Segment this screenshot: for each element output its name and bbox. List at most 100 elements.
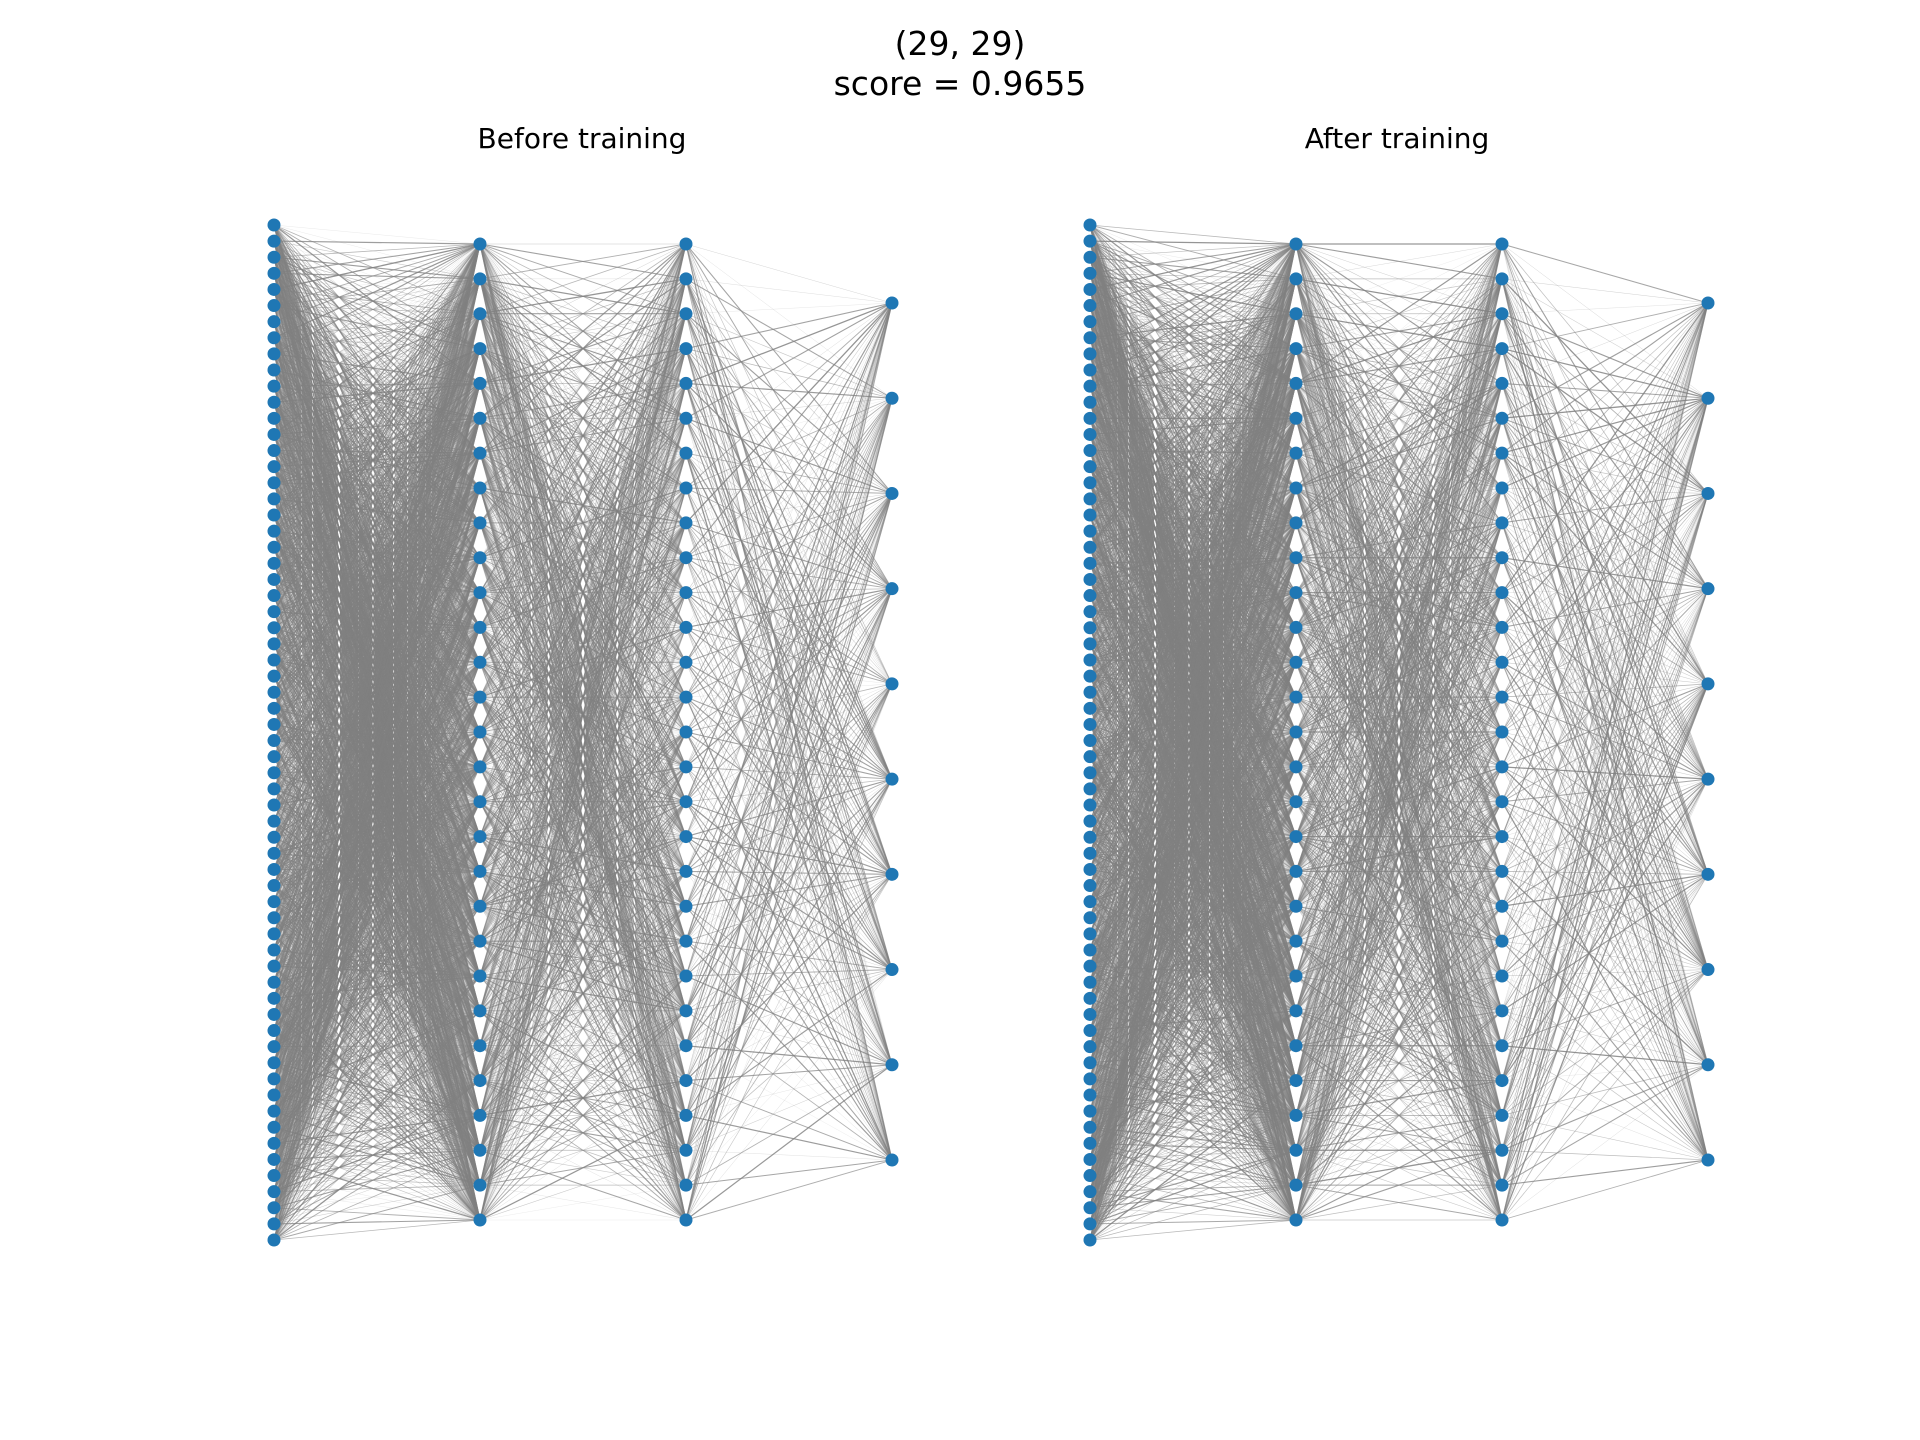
edge (1089, 243, 1297, 886)
node-layer-3 (679, 1039, 693, 1053)
node-layer-1 (267, 572, 281, 586)
edge (273, 975, 481, 1208)
edge (1089, 1115, 1297, 1241)
node-layer-1 (267, 959, 281, 973)
edge (1089, 418, 1297, 1079)
edge (685, 487, 893, 590)
edge (479, 871, 687, 1186)
edge (685, 1010, 893, 1161)
edge (685, 278, 893, 780)
edge (479, 627, 687, 1186)
edge (685, 302, 893, 1186)
edge (685, 493, 893, 524)
edge (479, 243, 687, 419)
edge (1089, 801, 1297, 1208)
edge (685, 975, 893, 1066)
edge (685, 487, 893, 1065)
edge (1089, 240, 1297, 315)
edge (273, 243, 481, 419)
edge (1089, 278, 1297, 580)
edge (1089, 1010, 1297, 1160)
edge (273, 592, 481, 1160)
edge (685, 313, 893, 970)
edge (479, 243, 687, 454)
node-layer-2 (473, 1213, 487, 1227)
edge (273, 1010, 481, 1160)
edge (685, 778, 893, 1186)
edge (479, 313, 687, 768)
edge (685, 696, 893, 1161)
edge (273, 243, 481, 741)
edge (1089, 305, 1297, 349)
edge (273, 766, 481, 1128)
edge (685, 243, 893, 1161)
edge (685, 383, 893, 685)
edge (273, 627, 481, 1241)
edge (1089, 1045, 1297, 1176)
edge (685, 348, 893, 875)
edge (685, 588, 893, 1012)
edge (685, 382, 893, 399)
edge (1089, 1045, 1297, 1241)
edge (1089, 243, 1297, 1047)
edge (1089, 243, 1297, 1208)
figure-title: (29, 29) (894, 24, 1026, 63)
edge (273, 975, 481, 1176)
edge (1089, 243, 1297, 580)
edge (685, 313, 893, 1161)
edge (273, 592, 481, 1241)
edge (1089, 522, 1297, 1144)
edge (1089, 1080, 1297, 1209)
edge (273, 906, 481, 1096)
edge (685, 313, 893, 685)
node-layer-1 (267, 540, 281, 554)
edge (273, 662, 481, 1209)
edge (1089, 243, 1297, 403)
edge (273, 243, 481, 773)
edge (1089, 1115, 1297, 1176)
edge (1089, 224, 1297, 245)
node-layer-4 (885, 867, 899, 881)
edge (273, 278, 481, 1208)
edge (479, 278, 687, 1186)
edge (685, 493, 893, 698)
edge (273, 522, 481, 1224)
edge (685, 302, 893, 767)
edge (685, 418, 893, 875)
edge (1089, 348, 1297, 419)
edge (273, 348, 481, 1176)
edge (1089, 243, 1297, 500)
edge (479, 487, 687, 1221)
node-layer-1 (267, 1120, 281, 1134)
edge (685, 398, 893, 1116)
node-layer-3 (679, 1213, 693, 1227)
edge (1089, 278, 1297, 741)
edge (685, 313, 893, 494)
node-layer-1 (267, 476, 281, 490)
edge (273, 243, 481, 274)
node-layer-3 (679, 620, 693, 634)
edge (1089, 313, 1297, 1080)
edge (1089, 766, 1297, 1225)
edges-after (1089, 224, 1709, 1241)
edge (273, 278, 481, 596)
edge (685, 801, 893, 875)
node-layer-2 (473, 760, 487, 774)
node-layer-4 (885, 296, 899, 310)
edge (685, 940, 893, 1161)
node-layer-3 (679, 376, 693, 390)
edge (273, 1045, 481, 1241)
edge (685, 683, 893, 1151)
edge (1089, 1149, 1297, 1225)
edge (1089, 522, 1297, 1047)
edge (1089, 243, 1297, 999)
edge (273, 975, 481, 1225)
edge (273, 731, 481, 1225)
edge (685, 627, 893, 1065)
edge (685, 871, 893, 1161)
edge (685, 348, 893, 1161)
edge (1089, 243, 1297, 1063)
edge (685, 302, 893, 1046)
edge (685, 417, 893, 494)
edge (479, 801, 687, 1221)
